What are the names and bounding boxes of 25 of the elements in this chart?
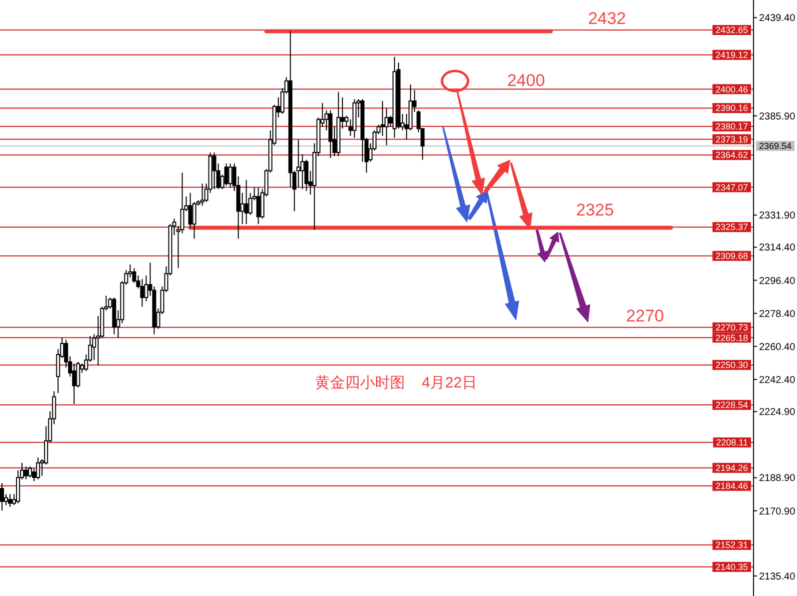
ref-line-label: 2419.12 bbox=[715, 50, 748, 60]
ref-line-label: 2400.46 bbox=[715, 84, 748, 94]
annotation: 2325 bbox=[576, 200, 614, 220]
ref-line-label: 2432.65 bbox=[715, 25, 748, 36]
ref-line-label: 2309.68 bbox=[715, 251, 748, 262]
ref-line-label: 2140.35 bbox=[715, 562, 748, 572]
ref-line-label: 2265.18 bbox=[715, 332, 748, 343]
ref-line-label: 2380.17 bbox=[715, 122, 748, 132]
annotation: 2432 bbox=[588, 9, 626, 28]
ref-line-label: 2373.19 bbox=[715, 134, 748, 144]
ref-line-label: 2194.26 bbox=[715, 463, 748, 474]
ref-line-label: 2228.54 bbox=[715, 400, 748, 410]
ref-line-label: 2208.11 bbox=[716, 438, 748, 448]
annotation: 2270 bbox=[626, 306, 664, 326]
ref-line-label: 2270.73 bbox=[715, 322, 748, 333]
ref-line-label: 2347.07 bbox=[715, 182, 748, 192]
ref-line-label: 2369.54 bbox=[759, 141, 792, 152]
ref-line-label: 2390.16 bbox=[715, 103, 748, 114]
ref-line-label: 2184.46 bbox=[715, 481, 748, 492]
title: 黄金四小时图 4月22日 bbox=[315, 374, 477, 392]
annotation: 2400 bbox=[507, 70, 545, 90]
ref-line-label: 2325.37 bbox=[715, 222, 748, 232]
ref-line-label: 2250.30 bbox=[715, 360, 748, 370]
ref-line-label: 2152.31 bbox=[715, 540, 748, 550]
ref-line-label: 2364.62 bbox=[715, 150, 748, 160]
